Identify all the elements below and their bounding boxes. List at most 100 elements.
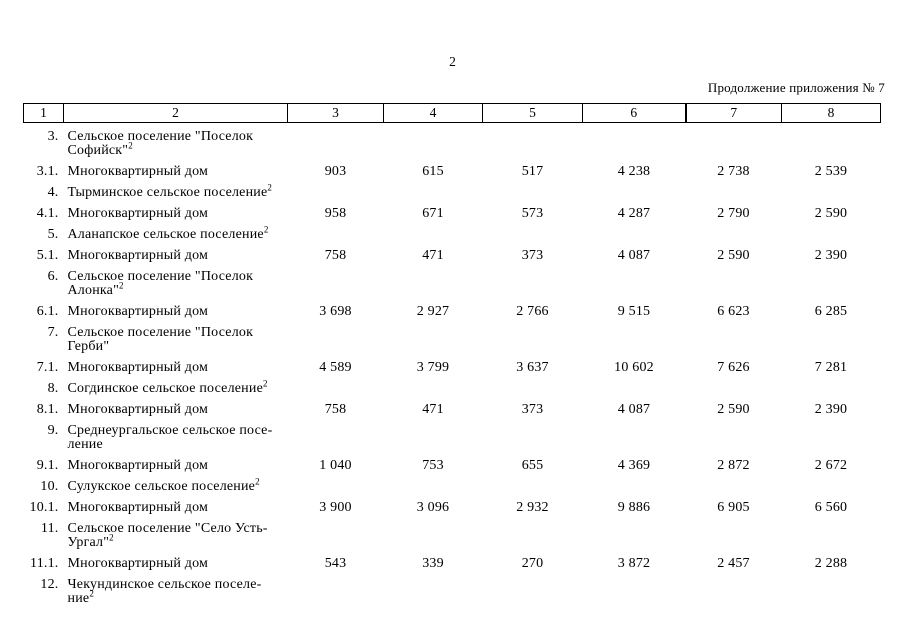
value-cell: 7 281 xyxy=(814,360,848,375)
row-number-cell: 9. xyxy=(47,423,59,438)
page-number: 2 xyxy=(449,54,456,69)
value-cell: 2 932 xyxy=(516,500,549,515)
settlement-name: Тырминское сельское поселение xyxy=(67,185,268,200)
value-cell xyxy=(686,473,782,494)
row-number-cell: 3. xyxy=(47,129,59,144)
value-cell: 6 905 xyxy=(717,500,750,515)
row-number-cell: 11. xyxy=(40,521,59,536)
value-cell xyxy=(782,319,881,354)
value-cell: 2 590 xyxy=(717,402,750,417)
row-number-cell: 4.1. xyxy=(36,206,59,221)
footnote-marker: 2 xyxy=(128,140,133,151)
value-cell xyxy=(483,263,583,298)
value-cell: 2 590 xyxy=(814,206,848,221)
continuation-note: Продолжение приложения № 7 xyxy=(707,80,885,95)
table-row: 8. Согдинское сельское поселение2 xyxy=(24,375,881,396)
footnote-marker: 2 xyxy=(262,378,268,389)
value-cell: 2 288 xyxy=(814,556,848,571)
settlement-name-cell: Чекундинское сельское поселе- ние2 xyxy=(64,571,288,606)
value-cell: 4 238 xyxy=(617,164,651,179)
value-cell xyxy=(483,221,583,242)
value-cell xyxy=(583,179,686,200)
settlement-name-cell: Многоквартирный дом xyxy=(64,200,288,221)
value-cell xyxy=(782,375,881,396)
settlement-name: Многоквартирный дом xyxy=(67,402,209,417)
table-row: 11.1. Многоквартирный дом 543 339 270 3 … xyxy=(24,550,881,571)
settlement-name-cell: Многоквартирный дом xyxy=(64,242,288,263)
value-cell xyxy=(686,221,782,242)
value-cell xyxy=(384,123,483,159)
footnote-marker: 2 xyxy=(255,476,260,487)
value-cell xyxy=(583,221,686,242)
value-cell xyxy=(483,375,583,396)
table-row: 7. Сельское поселение "Поселок Герби" xyxy=(24,319,881,354)
settlement-name-cell: Согдинское сельское поселение2 xyxy=(64,375,288,396)
table-row: 11. Сельское поселение "Село Усть- Ургал… xyxy=(24,515,881,550)
value-cell xyxy=(483,179,583,200)
row-number-cell: 6. xyxy=(47,269,59,284)
value-cell xyxy=(384,179,483,200)
settlement-name-cell: Многоквартирный дом xyxy=(64,396,288,417)
value-cell: 671 xyxy=(422,206,444,221)
value-cell xyxy=(686,179,782,200)
column-header-6: 6 xyxy=(582,103,686,123)
value-cell xyxy=(686,263,782,298)
row-number-cell: 12. xyxy=(40,577,59,592)
value-cell: 4 287 xyxy=(617,206,651,221)
column-header-8: 8 xyxy=(781,103,881,123)
row-number-cell: 3.1. xyxy=(36,164,59,179)
settlement-name: Многоквартирный дом xyxy=(67,360,209,375)
table-row: 4. Тырминское сельское поселение2 xyxy=(24,179,881,200)
value-cell xyxy=(384,221,483,242)
footnote-marker: 2 xyxy=(119,280,124,291)
settlement-name: Среднеургальское сельское посе- ление xyxy=(67,423,273,452)
value-cell xyxy=(583,263,686,298)
value-cell: 2 390 xyxy=(814,248,848,263)
value-cell xyxy=(686,375,782,396)
footnote-marker: 2 xyxy=(89,588,94,599)
value-cell xyxy=(384,263,483,298)
value-cell: 471 xyxy=(422,248,444,263)
value-cell: 543 xyxy=(324,556,347,571)
footnote-marker: 2 xyxy=(263,224,269,235)
value-cell xyxy=(483,417,583,452)
value-cell xyxy=(384,571,483,606)
row-number-cell: 8. xyxy=(47,381,59,396)
value-cell xyxy=(288,473,384,494)
row-number-cell: 5. xyxy=(47,227,59,242)
footnote-marker: 2 xyxy=(109,532,114,543)
table-row: 9.1. Многоквартирный дом 1 040 753 655 4… xyxy=(24,452,881,473)
value-cell: 958 xyxy=(324,206,347,221)
settlement-name-cell: Многоквартирный дом xyxy=(64,494,288,515)
value-cell xyxy=(583,319,686,354)
value-cell: 373 xyxy=(521,248,544,263)
value-cell: 1 040 xyxy=(319,458,352,473)
value-cell xyxy=(782,571,881,606)
column-header-1: 1 xyxy=(23,103,64,123)
row-number-cell: 8.1. xyxy=(36,402,59,417)
column-header-7: 7 xyxy=(684,103,782,123)
value-cell xyxy=(782,221,881,242)
table-row: 5. Аланапское сельское поселение2 xyxy=(24,221,881,242)
table-body: 3. Сельское поселение "Поселок Софийск"2… xyxy=(24,123,881,607)
row-number-cell: 4. xyxy=(47,185,59,200)
value-cell xyxy=(483,515,583,550)
row-number-cell: 7.1. xyxy=(36,360,59,375)
table-row: 4.1. Многоквартирный дом 958 671 573 4 2… xyxy=(24,200,881,221)
row-number-cell: 5.1. xyxy=(36,248,59,263)
value-cell xyxy=(384,473,483,494)
value-cell: 270 xyxy=(521,556,544,571)
value-cell xyxy=(583,473,686,494)
table-row: 3.1. Многоквартирный дом 903 615 517 4 2… xyxy=(24,158,881,179)
value-cell xyxy=(288,123,384,159)
value-cell: 517 xyxy=(521,164,544,179)
table-row: 6. Сельское поселение "Поселок Алонка"2 xyxy=(24,263,881,298)
settlement-name-cell: Сельское поселение "Село Усть- Ургал"2 xyxy=(64,515,288,550)
value-cell: 471 xyxy=(422,402,444,417)
settlement-name: Многоквартирный дом xyxy=(67,206,209,221)
value-cell xyxy=(583,571,686,606)
settlement-name: Многоквартирный дом xyxy=(67,458,209,473)
value-cell: 2 457 xyxy=(717,556,750,571)
column-header-2: 2 xyxy=(63,103,288,123)
column-header-3: 3 xyxy=(287,103,384,123)
